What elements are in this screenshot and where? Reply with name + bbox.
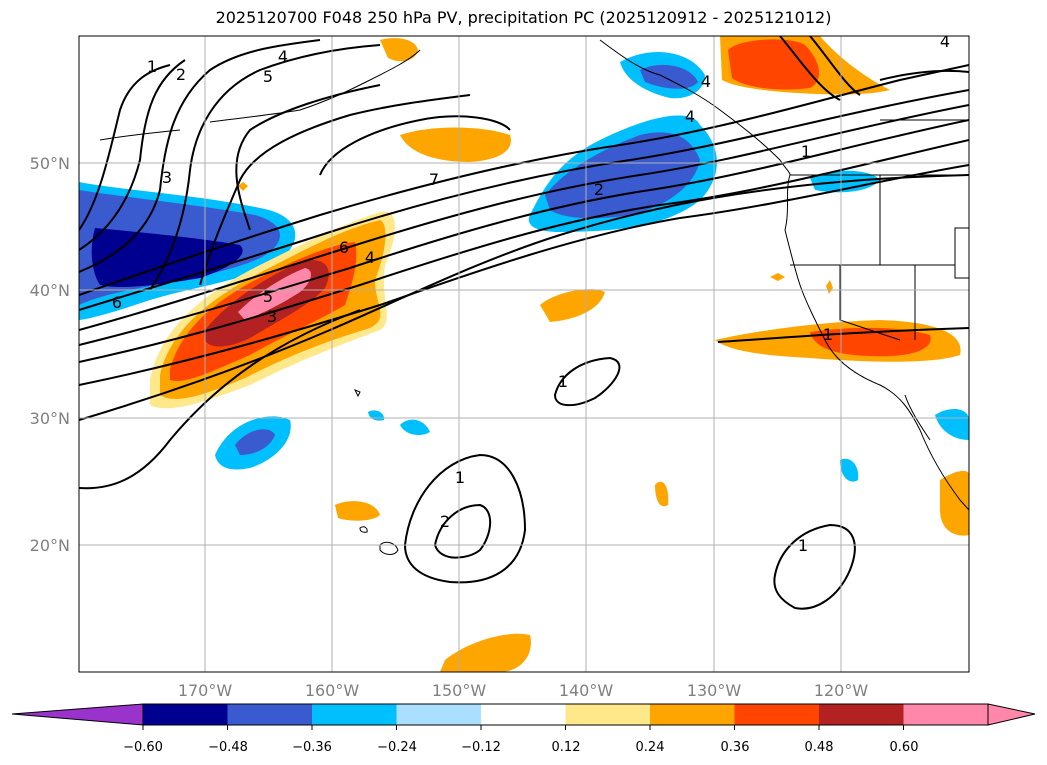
- colorbar-extend-low: [11, 703, 144, 726]
- contour-label: 3: [267, 307, 277, 326]
- lon-label-140w: 140°W: [559, 681, 614, 700]
- colorbar-tick-label: 0.12: [552, 740, 581, 755]
- negative-precip-patch-baja: [935, 408, 969, 440]
- contour-label: 4: [685, 107, 695, 126]
- contour-label: 5: [263, 287, 273, 306]
- pv-contours: [79, 36, 969, 610]
- contour-label: 4: [940, 32, 950, 51]
- positive-precip-patch-north: [400, 127, 511, 162]
- colorbar-tick-label: 0.24: [636, 740, 665, 755]
- lon-label-170w: 170°W: [178, 681, 233, 700]
- contour-label: 1: [558, 372, 568, 391]
- contour-label: 5: [263, 67, 273, 86]
- colorbar-segment: [227, 704, 313, 725]
- map-frame: [78, 35, 970, 673]
- contour-label: 1: [147, 57, 157, 76]
- contour-label: 2: [440, 512, 450, 531]
- colorbar-tick-label: −0.36: [292, 740, 332, 755]
- contour-label: 6: [339, 238, 349, 257]
- contour-label: 4: [278, 47, 288, 66]
- contour-label: 2: [594, 180, 604, 199]
- positive-precip-region-northeast: [720, 36, 890, 95]
- colorbar: −0.60 −0.48 −0.36 −0.24 −0.12 0.12 0.24 …: [11, 703, 1036, 755]
- colorbar-tick-label: 0.36: [721, 740, 750, 755]
- positive-precip-band-central-pacific: [150, 211, 396, 409]
- lon-label-160w: 160°W: [305, 681, 360, 700]
- positive-precip-patch-hawaii: [335, 501, 380, 521]
- contour-label: 2: [176, 65, 186, 84]
- positive-precip-patch-south: [440, 633, 531, 672]
- colorbar-extend-high: [987, 703, 1036, 726]
- positive-precip-patch-mexico: [940, 470, 969, 536]
- lat-label-20n: 20°N: [30, 536, 70, 555]
- gridlines: [79, 36, 969, 672]
- colorbar-segment: [734, 704, 820, 725]
- colorbar-tick-label: −0.48: [208, 740, 248, 755]
- positive-precip-patch-aleutians: [380, 38, 418, 62]
- positive-precip-patch-mid: [540, 289, 605, 322]
- colorbar-segment: [903, 704, 989, 725]
- colorbar-segment: [143, 704, 228, 725]
- colorbar-tick-label: −0.60: [123, 740, 163, 755]
- colorbar-segment: [481, 704, 566, 725]
- map-title: 2025120700 F048 250 hPa PV, precipitatio…: [215, 8, 832, 27]
- colorbar-tick-label: 0.48: [805, 740, 834, 755]
- contour-label: 4: [701, 72, 711, 91]
- lat-label-30n: 30°N: [30, 409, 70, 428]
- contour-label: 1: [823, 325, 833, 344]
- colorbar-tick-label: 0.60: [890, 740, 919, 755]
- contour-label: 7: [429, 170, 439, 189]
- colorbar-segment: [565, 704, 651, 725]
- coastlines: [99, 39, 969, 555]
- contour-label: 3: [162, 168, 172, 187]
- lon-label-120w: 120°W: [814, 681, 869, 700]
- colorbar-segment: [396, 704, 482, 725]
- positive-precip-patch-small: [655, 481, 669, 507]
- contour-label: 1: [455, 468, 465, 487]
- contour-label: 6: [112, 293, 122, 312]
- colorbar-segment: [650, 704, 735, 725]
- negative-precip-patch-south: [840, 458, 859, 482]
- colorbar-tick-label: −0.24: [377, 740, 417, 755]
- lon-label-150w: 150°W: [432, 681, 487, 700]
- contour-label: 1: [798, 536, 808, 555]
- colorbar-segment: [819, 704, 904, 725]
- colorbar-tick-label: −0.12: [461, 740, 501, 755]
- lat-label-50n: 50°N: [30, 154, 70, 173]
- colorbar-segment: [312, 704, 397, 725]
- contour-label: 4: [365, 248, 375, 267]
- contour-label: 1: [801, 142, 811, 161]
- lat-label-40n: 40°N: [30, 281, 70, 300]
- lon-label-130w: 130°W: [687, 681, 742, 700]
